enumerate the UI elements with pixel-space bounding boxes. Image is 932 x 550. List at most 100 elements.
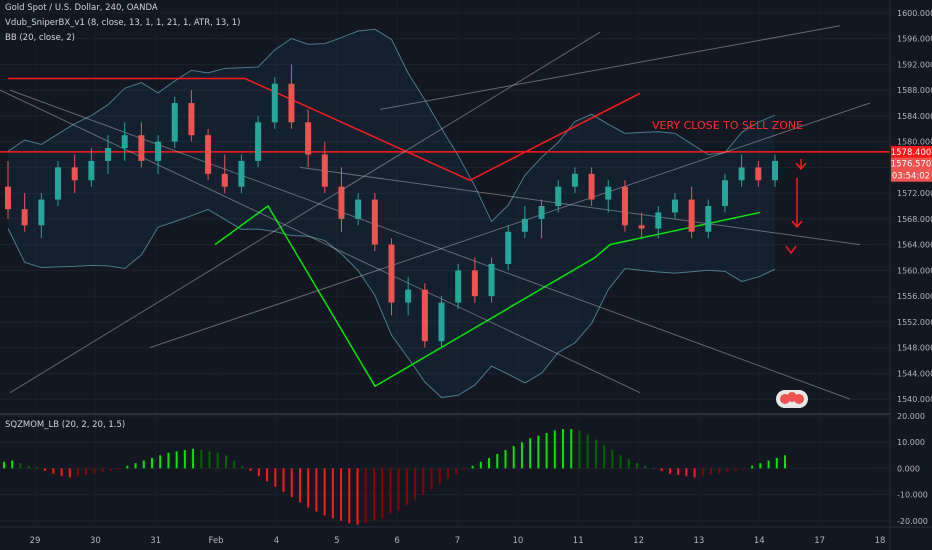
time-tick-label: Feb <box>209 536 224 546</box>
candle-body <box>138 135 145 161</box>
momentum-bar <box>298 468 301 503</box>
momentum-bar <box>241 465 244 469</box>
momentum-bar <box>463 468 466 470</box>
price-tick-label: 1580.000 <box>897 138 932 147</box>
candle-body <box>288 83 295 123</box>
time-tick-label: 11 <box>573 536 584 546</box>
fan-line <box>299 166 861 246</box>
momentum-bar <box>19 463 22 469</box>
momentum-bar <box>553 430 556 469</box>
candle-body <box>21 209 28 226</box>
candle-body <box>772 160 778 181</box>
momentum-bar <box>784 455 786 469</box>
oscillator-tick-label: -10.000 <box>897 491 928 500</box>
tradingview-logo-icon <box>776 390 808 408</box>
momentum-bar <box>282 468 285 492</box>
candle-body <box>571 173 578 187</box>
momentum-bar <box>726 468 729 473</box>
price-tick-label: 1548.000 <box>897 344 932 353</box>
momentum-bar <box>192 448 195 469</box>
sell-zone-annotation: VERY CLOSE TO SELL ZONE <box>652 119 803 132</box>
momentum-bar <box>85 468 88 475</box>
candle-body <box>121 135 128 149</box>
momentum-bar <box>644 465 647 469</box>
candle-body <box>105 148 112 161</box>
momentum-bar <box>150 457 153 469</box>
momentum-bar <box>52 468 55 474</box>
momentum-bar <box>710 468 713 475</box>
momentum-bar <box>775 457 778 469</box>
bollinger-label[interactable]: BB (20, close, 2) <box>5 33 75 43</box>
price-axis: 1540.000 1544.000 1548.000 1552.000 1556.000… <box>897 9 932 526</box>
time-tick-label: 14 <box>754 536 765 546</box>
momentum-bar <box>3 461 5 469</box>
momentum-bar <box>183 450 186 469</box>
candle-body <box>238 160 245 187</box>
momentum-bar <box>422 468 425 495</box>
symbol-title[interactable]: Gold Spot / U.S. Dollar, 240, OANDA <box>5 3 158 13</box>
candle-body <box>521 218 528 232</box>
time-tick-label: 7 <box>455 536 460 546</box>
candle-body <box>705 206 712 232</box>
momentum-bar <box>315 468 318 512</box>
momentum-bar <box>93 468 96 474</box>
fan-line <box>149 102 871 349</box>
momentum-bar <box>603 444 606 469</box>
momentum-bar <box>323 468 326 516</box>
price-tick-label: 1588.000 <box>897 86 932 95</box>
momentum-bar <box>249 468 252 471</box>
time-tick-label: 4 <box>274 536 279 546</box>
bollinger-upper <box>7 28 776 223</box>
momentum-bar <box>685 468 688 477</box>
candle-body <box>88 160 95 181</box>
momentum-bar <box>594 439 597 469</box>
support-trendline <box>214 204 761 388</box>
momentum-bar <box>356 468 359 525</box>
momentum-bar <box>438 468 441 485</box>
candle-body <box>221 173 228 187</box>
momentum-bar <box>60 468 63 477</box>
candle-body <box>688 199 695 232</box>
time-tick-label: 17 <box>814 536 825 546</box>
candle-body <box>338 186 345 219</box>
candle-body <box>671 199 678 213</box>
momentum-bar <box>233 460 236 469</box>
momentum-bar <box>488 457 491 469</box>
momentum-bar <box>11 460 14 469</box>
momentum-bar <box>751 465 754 469</box>
candle-body <box>638 225 645 229</box>
sniper-indicator-label[interactable]: Vdub_SniperBX_v1 (8, close, 13, 1, 1, 21… <box>5 18 241 28</box>
momentum-bar <box>446 468 449 479</box>
momentum-bar <box>742 468 745 470</box>
time-tick-label: 12 <box>633 536 644 546</box>
candle-body <box>405 289 412 303</box>
momentum-bar <box>611 450 614 469</box>
last-price-tag <box>891 157 932 182</box>
time-axis: 29 30 31 Feb 4 5 6 7 10 11 12 13 14 17 18 <box>30 536 886 546</box>
momentum-bar <box>134 463 137 469</box>
oscillator-tick-label: -20.000 <box>897 517 928 526</box>
momentum-bar <box>718 468 721 474</box>
price-tick-label: 1560.000 <box>897 266 932 275</box>
momentum-bar <box>35 467 38 469</box>
momentum-bar <box>414 468 417 500</box>
candle-body <box>271 83 278 123</box>
oscillator-label[interactable]: SQZMOM_LB (20, 2, 20, 1.5) <box>5 420 126 430</box>
sell-zone-channel <box>8 77 641 182</box>
candle-body <box>355 199 362 219</box>
momentum-bar <box>208 451 211 469</box>
momentum-bar <box>455 468 458 474</box>
sell-arrow-icon <box>785 159 807 255</box>
oscillator-tick-label: 0.000 <box>897 464 920 473</box>
momentum-bar <box>266 468 269 482</box>
momentum-bar <box>381 468 384 519</box>
candle-body <box>38 199 45 226</box>
momentum-bar <box>372 468 375 521</box>
momentum-bar <box>44 468 47 471</box>
momentum-bar <box>578 430 581 469</box>
candle-body <box>71 167 78 181</box>
momentum-bar <box>167 452 170 469</box>
momentum-bar <box>397 468 400 511</box>
momentum-bar <box>142 460 145 469</box>
